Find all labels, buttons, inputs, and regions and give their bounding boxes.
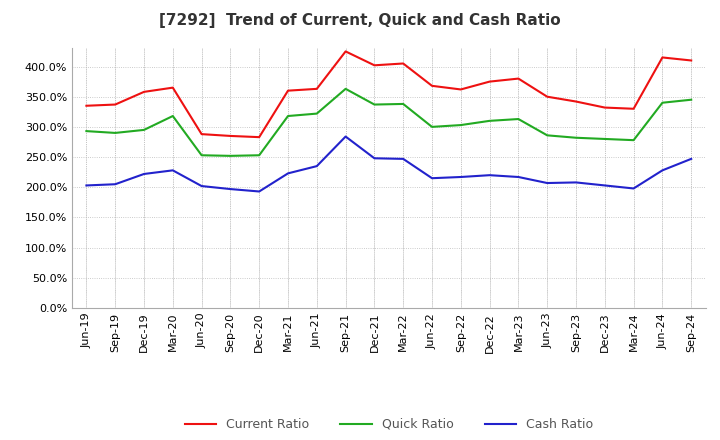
Line: Quick Ratio: Quick Ratio (86, 89, 691, 156)
Quick Ratio (312, 111, 321, 116)
Legend: Current Ratio, Quick Ratio, Cash Ratio: Current Ratio, Quick Ratio, Cash Ratio (180, 413, 598, 436)
Cash Ratio (485, 172, 494, 178)
Current Ratio (456, 87, 465, 92)
Quick Ratio (168, 114, 177, 119)
Text: [7292]  Trend of Current, Quick and Cash Ratio: [7292] Trend of Current, Quick and Cash … (159, 13, 561, 28)
Quick Ratio (370, 102, 379, 107)
Line: Cash Ratio: Cash Ratio (86, 136, 691, 191)
Cash Ratio (197, 183, 206, 189)
Current Ratio (341, 49, 350, 54)
Quick Ratio (543, 133, 552, 138)
Quick Ratio (82, 128, 91, 134)
Cash Ratio (456, 174, 465, 180)
Current Ratio (572, 99, 580, 104)
Current Ratio (111, 102, 120, 107)
Current Ratio (399, 61, 408, 66)
Current Ratio (428, 83, 436, 88)
Cash Ratio (687, 156, 696, 161)
Cash Ratio (629, 186, 638, 191)
Cash Ratio (82, 183, 91, 188)
Cash Ratio (572, 180, 580, 185)
Current Ratio (255, 135, 264, 140)
Quick Ratio (572, 135, 580, 140)
Current Ratio (658, 55, 667, 60)
Current Ratio (140, 89, 148, 95)
Current Ratio (370, 62, 379, 68)
Quick Ratio (514, 117, 523, 122)
Current Ratio (168, 85, 177, 90)
Line: Current Ratio: Current Ratio (86, 51, 691, 137)
Quick Ratio (600, 136, 609, 142)
Current Ratio (687, 58, 696, 63)
Quick Ratio (658, 100, 667, 105)
Current Ratio (514, 76, 523, 81)
Quick Ratio (485, 118, 494, 124)
Current Ratio (226, 133, 235, 139)
Quick Ratio (399, 101, 408, 106)
Current Ratio (600, 105, 609, 110)
Cash Ratio (658, 168, 667, 173)
Cash Ratio (140, 171, 148, 176)
Current Ratio (284, 88, 292, 93)
Current Ratio (312, 86, 321, 92)
Quick Ratio (140, 127, 148, 132)
Cash Ratio (168, 168, 177, 173)
Cash Ratio (399, 156, 408, 161)
Current Ratio (485, 79, 494, 84)
Cash Ratio (543, 180, 552, 186)
Cash Ratio (600, 183, 609, 188)
Quick Ratio (456, 122, 465, 128)
Current Ratio (197, 132, 206, 137)
Cash Ratio (370, 156, 379, 161)
Cash Ratio (255, 189, 264, 194)
Cash Ratio (312, 164, 321, 169)
Quick Ratio (255, 153, 264, 158)
Cash Ratio (514, 174, 523, 180)
Quick Ratio (284, 114, 292, 119)
Quick Ratio (428, 124, 436, 129)
Cash Ratio (111, 182, 120, 187)
Quick Ratio (197, 153, 206, 158)
Quick Ratio (687, 97, 696, 103)
Quick Ratio (341, 86, 350, 92)
Current Ratio (629, 106, 638, 111)
Cash Ratio (341, 134, 350, 139)
Quick Ratio (226, 153, 235, 158)
Cash Ratio (428, 176, 436, 181)
Current Ratio (543, 94, 552, 99)
Quick Ratio (629, 138, 638, 143)
Cash Ratio (226, 187, 235, 192)
Cash Ratio (284, 171, 292, 176)
Current Ratio (82, 103, 91, 108)
Quick Ratio (111, 130, 120, 136)
